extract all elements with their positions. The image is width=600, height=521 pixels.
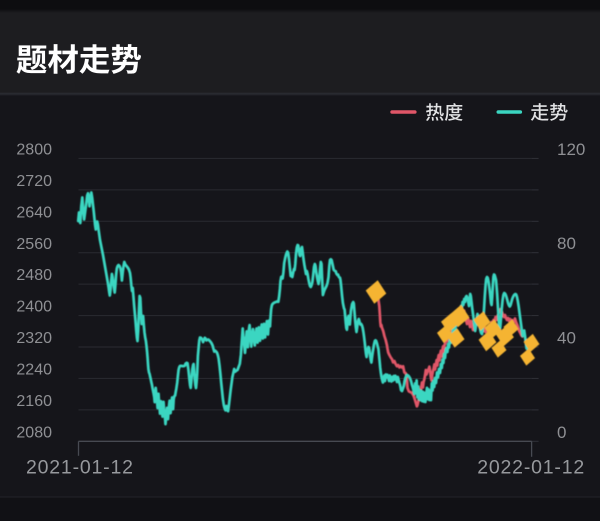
svg-text:80: 80 (557, 234, 576, 253)
svg-text:2320: 2320 (16, 330, 52, 347)
svg-text:2022-01-12: 2022-01-12 (477, 457, 585, 479)
svg-text:2160: 2160 (16, 393, 52, 410)
svg-text:2480: 2480 (16, 267, 52, 284)
svg-text:2640: 2640 (16, 204, 52, 221)
svg-text:2800: 2800 (16, 142, 52, 159)
svg-text:2240: 2240 (16, 362, 52, 379)
svg-text:2400: 2400 (16, 299, 52, 316)
svg-text:2021-01-12: 2021-01-12 (26, 457, 134, 479)
svg-text:40: 40 (557, 329, 576, 348)
svg-text:2720: 2720 (16, 173, 52, 190)
svg-text:2080: 2080 (16, 424, 52, 441)
svg-text:120: 120 (557, 140, 585, 159)
svg-text:2560: 2560 (16, 236, 52, 253)
svg-text:0: 0 (557, 423, 566, 442)
